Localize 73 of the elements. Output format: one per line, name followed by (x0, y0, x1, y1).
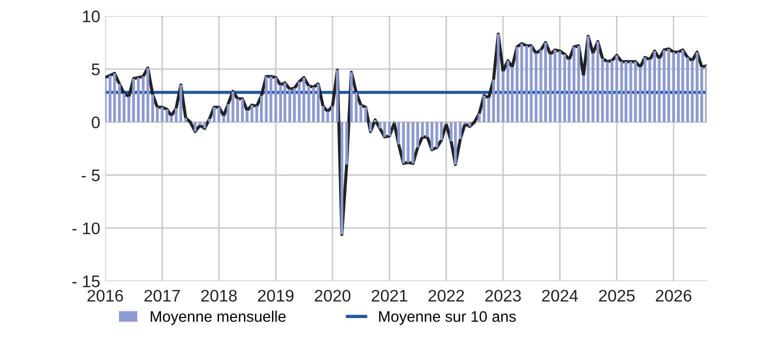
x-tick-label: 2026 (656, 290, 692, 302)
y-tick-label: - 10 (72, 222, 100, 234)
bar (322, 106, 324, 122)
bar (634, 62, 637, 122)
bar (331, 106, 334, 122)
bar (388, 122, 391, 136)
bar (534, 53, 538, 122)
bar (482, 96, 486, 122)
x-tick-label: 2024 (542, 290, 578, 302)
x-tick-label: 2023 (485, 290, 521, 302)
bar (620, 62, 624, 122)
bar (340, 122, 344, 234)
bar (350, 72, 353, 122)
bar (468, 122, 472, 126)
bar (255, 106, 258, 122)
bar (677, 52, 680, 122)
bar (166, 109, 168, 122)
bar (226, 104, 230, 122)
bar (582, 75, 585, 122)
x-tick-label: 2016 (88, 290, 124, 302)
bar (592, 53, 594, 122)
bar (250, 105, 254, 122)
bar (194, 122, 197, 132)
bar (516, 46, 518, 122)
bar (662, 50, 666, 122)
bar (672, 52, 675, 122)
bar (686, 57, 689, 122)
y-tick-label: 0 (92, 116, 100, 128)
bar (426, 122, 429, 137)
bar (293, 88, 296, 122)
bar (136, 78, 140, 122)
bar (270, 76, 272, 122)
bar (502, 71, 504, 122)
bar (302, 78, 306, 122)
bar (397, 122, 400, 144)
y-tick-label: - 5 (82, 170, 100, 182)
bar (369, 122, 372, 132)
x-tick-label: 2018 (201, 290, 237, 302)
x-tick-label: 2021 (372, 290, 408, 302)
x-tick-label: 2025 (599, 290, 635, 302)
x-tick-label: 2019 (258, 290, 294, 302)
bar (525, 46, 528, 122)
x-tick-label: 2020 (314, 290, 350, 302)
bar (383, 122, 386, 137)
bar (644, 57, 646, 122)
bar (218, 107, 220, 122)
y-tick-label: - 15 (72, 276, 100, 288)
bar (260, 96, 263, 122)
bar (696, 52, 698, 122)
y-tick-label: 5 (92, 64, 100, 76)
legend-label: Moyenne sur 10 ans (379, 311, 516, 325)
legend-label: Moyenne mensuelle (150, 310, 286, 325)
bar (440, 122, 443, 140)
bar (312, 87, 315, 122)
bar (364, 107, 368, 122)
bar (572, 46, 576, 122)
bar (430, 122, 434, 150)
x-tick-label: 2022 (428, 290, 464, 302)
bar (421, 122, 424, 137)
bar (601, 58, 604, 122)
bar (506, 60, 510, 122)
bar (156, 107, 159, 122)
bar (160, 107, 164, 122)
bar (378, 122, 382, 128)
x-tick-label: 2017 (144, 290, 180, 302)
bar (705, 66, 707, 122)
bar (288, 89, 292, 122)
bar (487, 98, 490, 122)
bar (492, 80, 495, 122)
bar (336, 70, 339, 122)
bar (610, 60, 614, 122)
bar (653, 51, 656, 122)
y-tick-label: 10 (83, 10, 100, 22)
